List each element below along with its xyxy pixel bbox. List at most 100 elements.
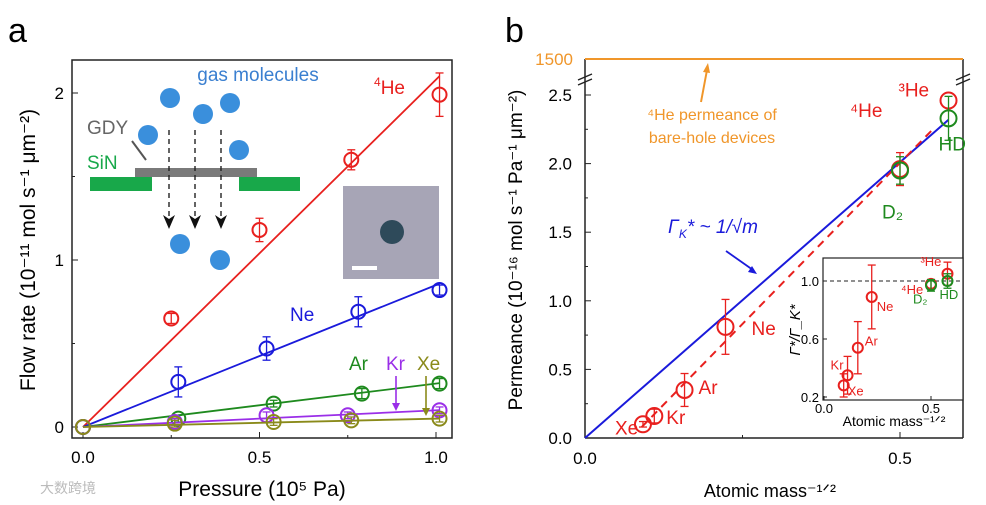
point-label: ⁴He xyxy=(850,101,882,122)
series-ne-point xyxy=(170,373,187,390)
x-tick-label-b: 0.0 xyxy=(573,449,597,468)
point-label: Ne xyxy=(751,319,775,340)
series-he-point xyxy=(343,151,360,168)
gdy-membrane xyxy=(135,168,257,177)
x-tick-label-a: 0.0 xyxy=(71,448,95,467)
x-tick-label-a: 1.0 xyxy=(424,448,448,467)
y-tick-label-b: 2.5 xyxy=(548,86,572,105)
y-axis-label-b: Permeance (10⁻¹⁶ mol s⁻¹ Pa⁻¹ μm⁻²) xyxy=(506,90,527,411)
break-value-label: 1500 xyxy=(535,50,573,69)
break-annotation-1: ⁴He permeance of xyxy=(647,107,777,124)
y-tick-label-b: 0.0 xyxy=(548,429,572,448)
x-tick-label-b: 0.5 xyxy=(888,449,912,468)
y-tick-label-a: 1 xyxy=(55,251,64,270)
inset-frame xyxy=(822,257,964,401)
sin-label: SiN xyxy=(87,153,118,174)
series-labels-a: 4He Ne Ar Kr Xe xyxy=(290,75,440,416)
inset-point-Kr-point xyxy=(841,369,854,382)
inset-y-label: Γ*/Γ_K* xyxy=(787,303,804,355)
y-tick-label-b: 1.5 xyxy=(548,223,572,242)
inset-point-Ne-point xyxy=(865,290,878,303)
inset-point-label: Kr xyxy=(831,357,845,372)
series-ne-point xyxy=(350,303,367,320)
gdy-label: GDY xyxy=(87,118,129,139)
panel-label-b: b xyxy=(505,12,524,50)
point-label: Ar xyxy=(699,378,719,399)
inset-point-HD-point xyxy=(941,275,954,287)
x-axis-label-a: Pressure (10⁵ Pa) xyxy=(178,478,345,501)
point-Kr-point xyxy=(645,407,664,426)
series-xe-fit-line xyxy=(82,417,440,428)
point-D₂-point xyxy=(891,161,909,180)
inset-point-D₂-point xyxy=(925,279,937,292)
x-axis-label-b: Atomic mass⁻¹ᐟ² xyxy=(704,481,836,501)
y-tick-label-a: 2 xyxy=(55,84,64,103)
series-he-point xyxy=(251,221,268,238)
inset-point-label: D₂ xyxy=(913,291,927,306)
series-ne-point xyxy=(258,340,275,357)
inset-x-label: Atomic mass⁻¹ᐟ² xyxy=(843,413,946,429)
plot-frame-a xyxy=(71,59,453,439)
series-he-point xyxy=(163,310,180,327)
y-tick-label-a: 0 xyxy=(55,418,64,437)
series-ar-fit-line xyxy=(82,382,440,428)
break-annotation-2: bare-hole devices xyxy=(649,130,775,147)
label-xe: Xe xyxy=(417,354,440,375)
series-xe-point xyxy=(343,412,360,429)
series-xe-point xyxy=(431,410,448,427)
inset-x-tick-label: 0.5 xyxy=(922,401,940,416)
point-label: HD xyxy=(939,134,966,155)
inset-point-label: Ne xyxy=(877,299,894,314)
series-ne-fit-line xyxy=(82,282,440,428)
scale-bar xyxy=(352,266,377,270)
inset-point-Xe-point xyxy=(837,379,850,392)
inset-x-tick-label: 0.0 xyxy=(815,401,833,416)
point-label: Xe xyxy=(615,418,638,439)
panel-label-a: a xyxy=(8,12,27,50)
flow-arrows xyxy=(168,130,222,220)
series-xe-point xyxy=(166,415,183,432)
series-ne-point xyxy=(431,282,448,299)
point-label: Kr xyxy=(666,408,686,429)
series-ar-point xyxy=(431,375,448,392)
schematic: gas molecules GDY SiN xyxy=(87,65,439,279)
axis-break xyxy=(577,73,971,86)
inset-point-label: ³He xyxy=(920,254,941,269)
schematic-title: gas molecules xyxy=(197,65,318,86)
series-xe-point xyxy=(75,419,91,435)
knudsen-model-line xyxy=(584,119,950,439)
sin-left xyxy=(90,177,152,191)
series-xe-point xyxy=(265,413,282,430)
inset-y-tick-label: 0.6 xyxy=(801,332,819,347)
micrograph-hole xyxy=(380,220,404,244)
y-tick-label-b: 2.0 xyxy=(548,155,572,174)
gdy-arrow xyxy=(131,140,147,161)
point-HD-point xyxy=(939,109,958,128)
inset-point-Ar-point xyxy=(851,341,864,354)
point-label: D₂ xyxy=(882,202,903,223)
y-axis-label-a: Flow rate (10⁻¹¹ mol s⁻¹ μm⁻²) xyxy=(17,109,40,391)
point-Ar-point xyxy=(675,380,694,399)
inset-point-label: Xe xyxy=(848,383,864,398)
molecules xyxy=(138,88,249,270)
watermark: 大数跨境 xyxy=(40,480,96,496)
point-label: ³He xyxy=(899,80,930,101)
series-he-fit-line xyxy=(82,75,441,428)
series-he-point xyxy=(431,86,448,103)
inset-y-tick-label: 0.2 xyxy=(801,390,819,405)
label-ar: Ar xyxy=(349,354,369,375)
inset-point-label: ⁴He xyxy=(901,282,923,297)
model-label: ΓK* ~ 1/√m xyxy=(668,217,758,241)
series-ar-point xyxy=(353,385,370,402)
sin-right xyxy=(239,177,300,191)
x-tick-label-a: 0.5 xyxy=(248,448,272,467)
inset-point-label: Ar xyxy=(865,334,879,349)
label-he4: 4He xyxy=(374,75,405,99)
series-ar-point xyxy=(265,395,282,412)
inset-y-tick-label: 1.0 xyxy=(801,274,819,289)
label-ne: Ne xyxy=(290,305,314,326)
y-tick-label-b: 1.0 xyxy=(548,292,572,311)
point-Ne-point xyxy=(716,317,735,336)
y-tick-label-b: 0.5 xyxy=(548,360,572,379)
